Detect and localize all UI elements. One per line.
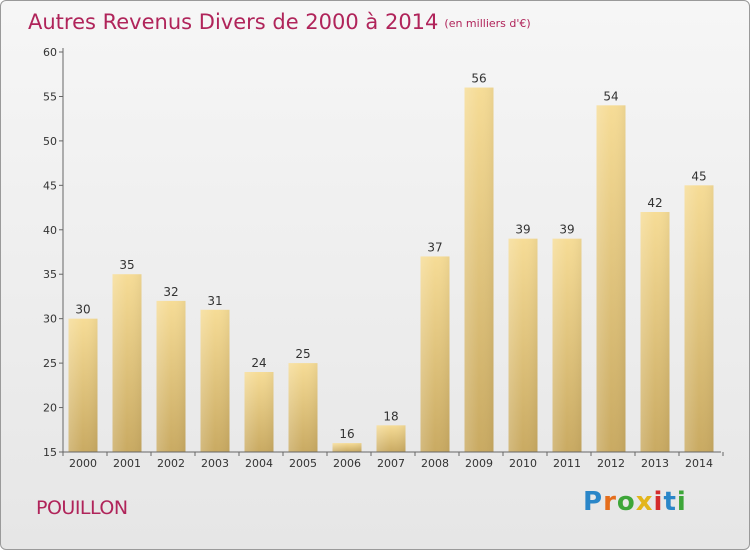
bar-shade-2000 bbox=[68, 318, 98, 452]
value-label-2002: 32 bbox=[163, 285, 178, 299]
y-tick-label-45: 45 bbox=[43, 179, 57, 192]
x-tick-label-2007: 2007 bbox=[377, 457, 405, 470]
value-label-2011: 39 bbox=[559, 223, 574, 237]
bars-group: 30 35 32 31 24 25 16 18 37 56 39 39 54 42 45 bbox=[68, 72, 714, 453]
axes-group: 15 20 25 30 35 40 45 50 55 60 2000 2001 2002 2003 2004… bbox=[43, 46, 724, 470]
chart-subtitle: (en milliers d'€) bbox=[444, 17, 531, 30]
bar-shade-2006 bbox=[332, 443, 362, 452]
value-label-2004: 24 bbox=[251, 356, 266, 370]
x-tick-label-2012: 2012 bbox=[597, 457, 625, 470]
logo-letter: i bbox=[653, 487, 664, 517]
value-label-2013: 42 bbox=[647, 196, 662, 210]
value-label-2012: 54 bbox=[603, 89, 618, 103]
x-tick-label-2011: 2011 bbox=[553, 457, 581, 470]
y-tick-label-35: 35 bbox=[43, 268, 57, 281]
bar-shade-2005 bbox=[288, 363, 318, 452]
logo-letter: r bbox=[603, 487, 617, 517]
logo-letter: x bbox=[635, 487, 654, 517]
logo-letter: o bbox=[616, 487, 636, 517]
y-tick-label-30: 30 bbox=[43, 313, 57, 326]
x-tick-label-2009: 2009 bbox=[465, 457, 493, 470]
value-label-2000: 30 bbox=[75, 303, 90, 317]
value-label-2007: 18 bbox=[383, 409, 398, 423]
bar-shade-2009 bbox=[464, 87, 494, 453]
bar-shade-2008 bbox=[420, 256, 450, 452]
value-label-2003: 31 bbox=[207, 294, 222, 308]
value-label-2008: 37 bbox=[427, 240, 442, 254]
y-tick-label-55: 55 bbox=[43, 90, 57, 103]
logo-letter: P bbox=[583, 487, 604, 517]
bar-shade-2013 bbox=[640, 212, 670, 452]
x-tick-label-2001: 2001 bbox=[113, 457, 141, 470]
x-tick-label-2004: 2004 bbox=[245, 457, 273, 470]
y-tick-label-25: 25 bbox=[43, 357, 57, 370]
y-tick-label-60: 60 bbox=[43, 46, 57, 59]
value-label-2014: 45 bbox=[691, 169, 706, 183]
x-tick-label-2013: 2013 bbox=[641, 457, 669, 470]
x-tick-label-2003: 2003 bbox=[201, 457, 229, 470]
x-tick-label-2000: 2000 bbox=[69, 457, 97, 470]
y-tick-label-15: 15 bbox=[43, 446, 57, 459]
bar-shade-2004 bbox=[244, 372, 274, 452]
y-tick-label-20: 20 bbox=[43, 402, 57, 415]
value-label-2001: 35 bbox=[119, 258, 134, 272]
chart-title-text: Autres Revenus Divers de 2000 à 2014 bbox=[28, 10, 439, 34]
x-tick-label-2006: 2006 bbox=[333, 457, 361, 470]
bar-shade-2003 bbox=[200, 309, 230, 452]
x-tick-label-2010: 2010 bbox=[509, 457, 537, 470]
y-tick-label-40: 40 bbox=[43, 224, 57, 237]
y-tick-label-50: 50 bbox=[43, 135, 57, 148]
bar-shade-2007 bbox=[376, 425, 406, 452]
bar-shade-2012 bbox=[596, 105, 626, 452]
x-tick-label-2008: 2008 bbox=[421, 457, 449, 470]
chart-title: Autres Revenus Divers de 2000 à 2014 (en … bbox=[28, 10, 531, 34]
bar-shade-2014 bbox=[684, 185, 714, 453]
x-tick-label-2014: 2014 bbox=[685, 457, 713, 470]
logo-letter: i bbox=[676, 487, 687, 517]
city-name: POUILLON bbox=[36, 497, 128, 519]
logo-letter: t bbox=[663, 487, 677, 517]
bar-shade-2001 bbox=[112, 274, 142, 452]
bar-shade-2010 bbox=[508, 238, 538, 452]
x-tick-label-2002: 2002 bbox=[157, 457, 185, 470]
value-label-2010: 39 bbox=[515, 223, 530, 237]
bar-shade-2002 bbox=[156, 300, 186, 452]
proxiti-logo: Proxiti bbox=[583, 487, 687, 517]
value-label-2006: 16 bbox=[339, 427, 354, 441]
bar-shade-2011 bbox=[552, 238, 582, 452]
value-label-2009: 56 bbox=[471, 72, 486, 86]
x-tick-label-2005: 2005 bbox=[289, 457, 317, 470]
value-label-2005: 25 bbox=[295, 347, 310, 361]
